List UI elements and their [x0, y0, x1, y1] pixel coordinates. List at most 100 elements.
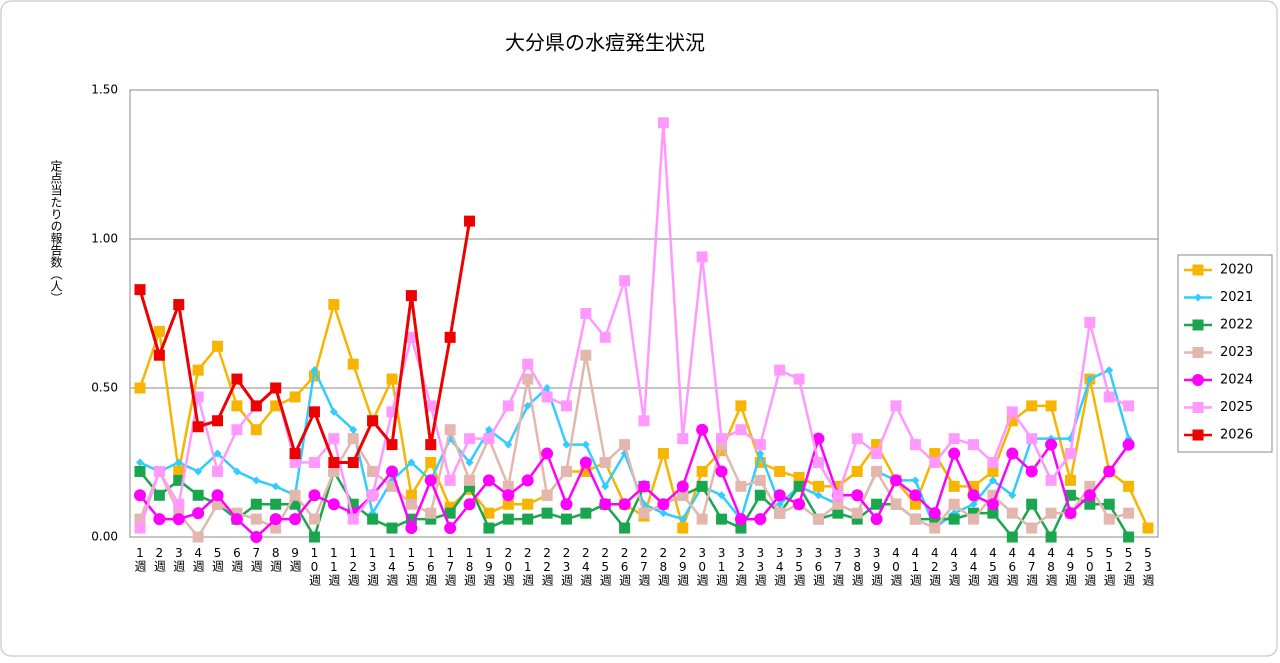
data-point — [812, 457, 824, 468]
data-point — [580, 349, 592, 361]
data-point — [948, 433, 960, 445]
data-point — [543, 384, 552, 392]
data-point — [347, 513, 359, 525]
data-point — [541, 391, 553, 403]
data-point — [890, 400, 902, 412]
data-point — [909, 498, 921, 510]
data-point — [579, 456, 592, 469]
data-point — [213, 449, 222, 458]
x-tick-label: 4週 — [191, 546, 205, 572]
data-point — [502, 400, 514, 412]
x-tick-label: 51週 — [1102, 546, 1116, 586]
data-point — [717, 491, 726, 500]
legend-label: 2021 — [1220, 290, 1253, 305]
data-point — [928, 507, 941, 520]
data-point — [444, 501, 456, 513]
data-point — [735, 522, 747, 534]
data-point — [192, 364, 204, 376]
data-point — [1045, 474, 1057, 486]
x-tick-label: 52週 — [1122, 546, 1136, 586]
data-point — [192, 421, 204, 433]
data-point — [734, 513, 747, 526]
x-tick-label: 8週 — [269, 546, 283, 572]
data-point — [851, 433, 863, 445]
legend-label: 2024 — [1220, 373, 1253, 388]
data-point — [232, 467, 241, 476]
data-point — [464, 215, 476, 227]
data-point — [832, 489, 844, 501]
data-point — [871, 498, 883, 510]
data-point — [1122, 438, 1135, 451]
data-point — [716, 439, 728, 451]
x-tick-label: 13週 — [366, 546, 380, 586]
data-point — [405, 489, 417, 501]
y-axis-title: 定点当たりの報告数（人） — [49, 159, 63, 304]
x-tick-label: 26週 — [618, 546, 632, 586]
data-point — [444, 474, 456, 486]
x-tick-label: 19週 — [482, 546, 496, 586]
legend-label: 2023 — [1220, 345, 1253, 360]
x-tick-label: 12週 — [346, 546, 360, 586]
data-point — [367, 415, 379, 427]
data-point — [212, 498, 224, 510]
data-point — [289, 498, 301, 510]
data-point — [327, 498, 340, 511]
data-point — [599, 331, 611, 343]
x-tick-label: 53週 — [1141, 546, 1155, 586]
data-point — [425, 439, 437, 451]
data-point — [289, 391, 301, 403]
data-point — [328, 433, 340, 445]
data-point — [250, 531, 263, 543]
data-point — [619, 439, 631, 451]
data-point — [696, 465, 708, 477]
data-point — [968, 480, 980, 492]
x-tick-label: 1週 — [133, 546, 147, 572]
data-point — [153, 325, 165, 337]
data-point — [1105, 366, 1114, 375]
data-point — [832, 507, 844, 519]
data-point — [153, 489, 165, 501]
data-point — [793, 471, 805, 483]
x-tick-label: 35週 — [792, 546, 806, 586]
data-point — [696, 513, 708, 525]
x-tick-label: 48週 — [1044, 546, 1058, 586]
data-point — [483, 433, 495, 445]
data-point — [659, 509, 668, 518]
x-tick-label: 40週 — [889, 546, 903, 586]
x-tick-label: 9週 — [288, 546, 302, 572]
data-point — [911, 476, 920, 485]
data-point — [424, 474, 437, 487]
data-point — [1064, 489, 1076, 501]
data-point — [347, 498, 359, 510]
data-point — [1084, 316, 1096, 328]
chart-title: 大分県の水痘発生状況 — [505, 31, 705, 55]
x-tick-label: 27週 — [637, 546, 651, 586]
data-point — [134, 465, 146, 477]
x-tick-label: 17週 — [443, 546, 457, 586]
x-tick-label: 31週 — [715, 546, 729, 586]
data-point — [754, 439, 766, 451]
data-point — [270, 400, 282, 412]
data-point — [909, 513, 921, 525]
data-point — [308, 489, 321, 502]
data-point — [638, 480, 650, 493]
data-point — [657, 117, 669, 129]
data-point — [308, 531, 320, 543]
data-point — [716, 445, 728, 457]
data-point — [386, 439, 398, 451]
data-point — [386, 465, 398, 478]
data-point — [250, 498, 262, 510]
x-tick-label: 22週 — [540, 546, 554, 586]
y-tick-label: 1.00 — [91, 232, 118, 246]
data-point — [173, 299, 185, 311]
data-point — [483, 522, 495, 534]
data-point — [774, 364, 786, 376]
legend-label: 2022 — [1220, 318, 1253, 333]
x-tick-label: 44週 — [967, 546, 981, 586]
data-point — [968, 513, 980, 525]
series-line — [138, 122, 1130, 529]
data-point — [192, 507, 205, 520]
data-point — [386, 373, 398, 385]
data-point — [1045, 531, 1057, 543]
